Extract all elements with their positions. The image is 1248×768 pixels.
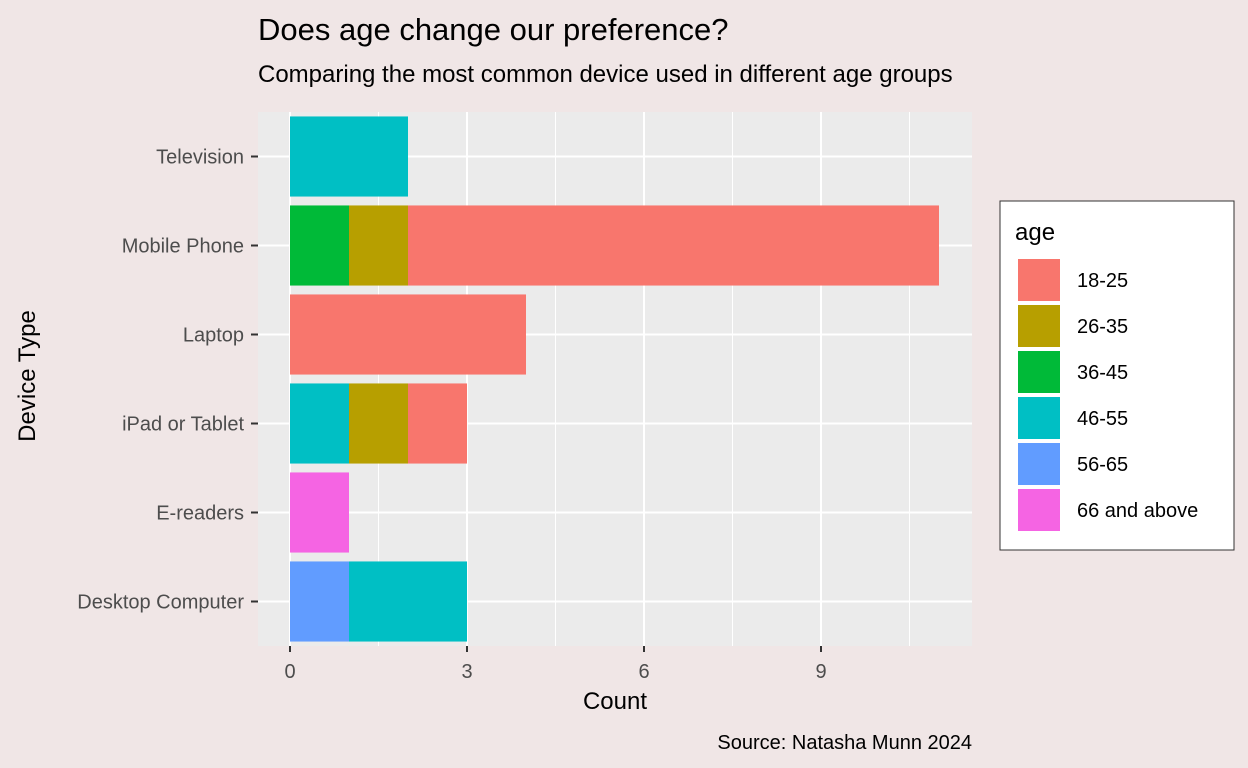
y-tick-label: Desktop Computer (77, 592, 244, 614)
legend-label: 18-25 (1077, 270, 1128, 292)
chart-caption: Source: Natasha Munn 2024 (717, 732, 972, 754)
legend-label: 36-45 (1077, 362, 1128, 384)
legend-swatch (1018, 305, 1060, 347)
y-tick-label: Laptop (183, 325, 244, 347)
legend-label: 66 and above (1077, 500, 1198, 522)
bar-segment (290, 472, 349, 553)
x-tick-label: 0 (284, 661, 295, 683)
x-tick-label: 3 (461, 661, 472, 683)
bar-segment (290, 561, 349, 642)
x-tick-label: 6 (638, 661, 649, 683)
legend-swatch (1018, 397, 1060, 439)
bar-segment (408, 383, 467, 464)
plot-panel (258, 112, 972, 646)
bar-segment (349, 205, 408, 286)
legend-swatch (1018, 489, 1060, 531)
legend-swatch (1018, 443, 1060, 485)
legend-swatch (1018, 259, 1060, 301)
bar-segment (408, 205, 939, 286)
bar-segment (290, 116, 408, 197)
y-tick-label: E-readers (156, 503, 244, 525)
y-tick-label: Mobile Phone (122, 236, 244, 258)
chart-title: Does age change our preference? (258, 12, 729, 47)
x-axis-title: Count (583, 688, 647, 715)
y-tick-label: Television (156, 147, 244, 169)
legend: age 18-25 26-35 36-45 46-55 56-65 66 and abov… (999, 200, 1235, 551)
bar-segment (290, 294, 526, 375)
legend-label: 46-55 (1077, 408, 1128, 430)
bar-segment (290, 383, 349, 464)
bar-segment (349, 383, 408, 464)
y-axis-title: Device Type (14, 310, 41, 442)
x-axis: 0 3 6 9 (284, 646, 827, 683)
legend-label: 56-65 (1077, 454, 1128, 476)
legend-label: 26-35 (1077, 316, 1128, 338)
bars (290, 116, 939, 642)
bar-segment (349, 561, 467, 642)
y-tick-label: iPad or Tablet (122, 414, 244, 436)
x-tick-label: 9 (815, 661, 826, 683)
bar-segment (290, 205, 349, 286)
y-axis: Desktop Computer E-readers iPad or Tablet L… (77, 147, 258, 614)
legend-swatch (1018, 351, 1060, 393)
legend-title: age (1015, 219, 1055, 246)
chart-subtitle: Comparing the most common device used in… (258, 61, 953, 88)
